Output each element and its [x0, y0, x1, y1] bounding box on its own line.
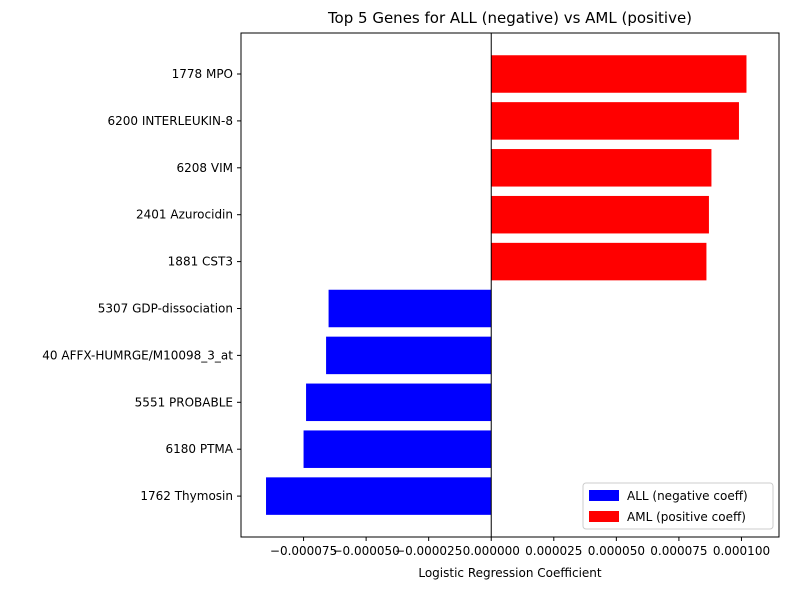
bar [491, 149, 712, 187]
y-tick-label: 1762 Thymosin [140, 489, 233, 503]
bar [328, 289, 492, 328]
bar [491, 195, 709, 234]
legend-box [582, 482, 774, 530]
x-axis: −0.000075−0.000050−0.000025 0.000000 0.000… [270, 537, 770, 558]
legend-label: AML (positive coeff) [627, 510, 746, 524]
x-tick-label: 0.000075 [650, 544, 707, 558]
y-tick-label: 2401 Azurocidin [136, 208, 233, 222]
x-tick-label: 0.000050 [588, 544, 645, 558]
y-tick-label: 5307 GDP-dissociation [98, 302, 233, 316]
bar [491, 102, 739, 140]
x-tick-label: 0.000100 [713, 544, 770, 558]
legend: ALL (negative coeff) AML (positive coeff) [582, 482, 774, 530]
y-tick-label: 1778 MPO [172, 67, 233, 81]
chart-title: Top 5 Genes for ALL (negative) vs AML (p… [327, 9, 692, 27]
y-tick-label: 40 AFFX-HUMRGE/M10098_3_at [42, 348, 233, 362]
y-axis: 1778 MPO 6200 INTERLEUKIN-8 6208 VIM 2401 A… [42, 67, 241, 503]
bar [491, 242, 707, 281]
legend-swatch [589, 490, 619, 501]
y-tick-label: 6200 INTERLEUKIN-8 [107, 114, 233, 128]
legend-swatch [589, 511, 619, 522]
bar [306, 383, 492, 422]
y-tick-label: 1881 CST3 [168, 255, 233, 269]
x-tick-label: 0.000000 [463, 544, 520, 558]
bar [303, 430, 492, 468]
y-tick-label: 5551 PROBABLE [135, 395, 233, 409]
axes-frame [240, 32, 780, 538]
bar [491, 55, 747, 93]
y-tick-label: 6208 VIM [177, 161, 233, 175]
x-axis-label: Logistic Regression Coefficient [418, 566, 602, 580]
bar [326, 336, 492, 375]
x-tick-label: 0.000025 [525, 544, 582, 558]
x-tick-label: −0.000075 [270, 544, 337, 558]
y-tick-label: 6180 PTMA [166, 442, 234, 456]
legend-label: ALL (negative coeff) [627, 489, 748, 503]
bar [266, 477, 492, 515]
x-tick-label: −0.000050 [332, 544, 399, 558]
x-tick-label: −0.000025 [395, 544, 462, 558]
bar-group [266, 55, 747, 515]
